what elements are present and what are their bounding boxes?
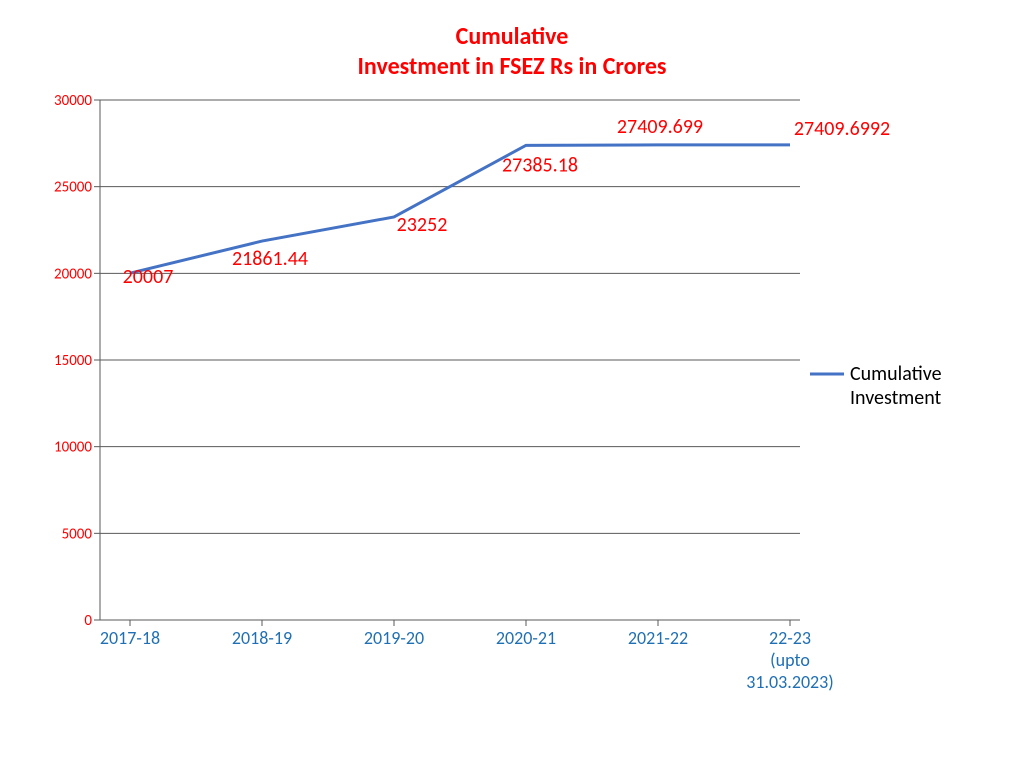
y-tick-label: 0 — [84, 612, 92, 630]
chart-title-line1: Cumulative — [0, 22, 1024, 52]
x-category-label: 2019-20 — [364, 627, 424, 649]
legend-label: CumulativeInvestment — [850, 362, 942, 410]
y-tick-label: 10000 — [54, 439, 92, 457]
y-tick-label: 5000 — [62, 525, 93, 543]
data-label: 21861.44 — [232, 247, 308, 271]
x-category-label: 2017-18 — [100, 627, 160, 649]
x-category-label: 2021-22 — [628, 627, 688, 649]
chart-title-line2: Investment in FSEZ Rs in Crores — [0, 52, 1024, 82]
legend: CumulativeInvestment — [810, 362, 942, 410]
chart-container: Cumulative Investment in FSEZ Rs in Cror… — [0, 0, 1024, 768]
y-tick-label: 15000 — [54, 352, 92, 370]
data-label: 27409.699 — [617, 115, 703, 139]
data-label: 23252 — [397, 213, 448, 237]
x-category-label: 2018-19 — [232, 627, 292, 649]
y-tick-label: 30000 — [54, 92, 92, 110]
y-tick-label: 25000 — [54, 179, 92, 197]
chart-plot: 0 5000 10000 15000 20000 25000 30000 2017-18 201… — [0, 0, 1024, 768]
data-label: 27385.18 — [502, 153, 578, 177]
y-tick-label: 20000 — [54, 265, 92, 283]
data-label: 27409.6992 — [794, 117, 890, 141]
series-line — [130, 145, 790, 273]
x-category-label: 2020-21 — [496, 627, 556, 649]
chart-title: Cumulative Investment in FSEZ Rs in Cror… — [0, 22, 1024, 82]
x-category-label: 22-23(upto31.03.2023) — [746, 627, 834, 693]
data-label: 20007 — [123, 265, 174, 289]
